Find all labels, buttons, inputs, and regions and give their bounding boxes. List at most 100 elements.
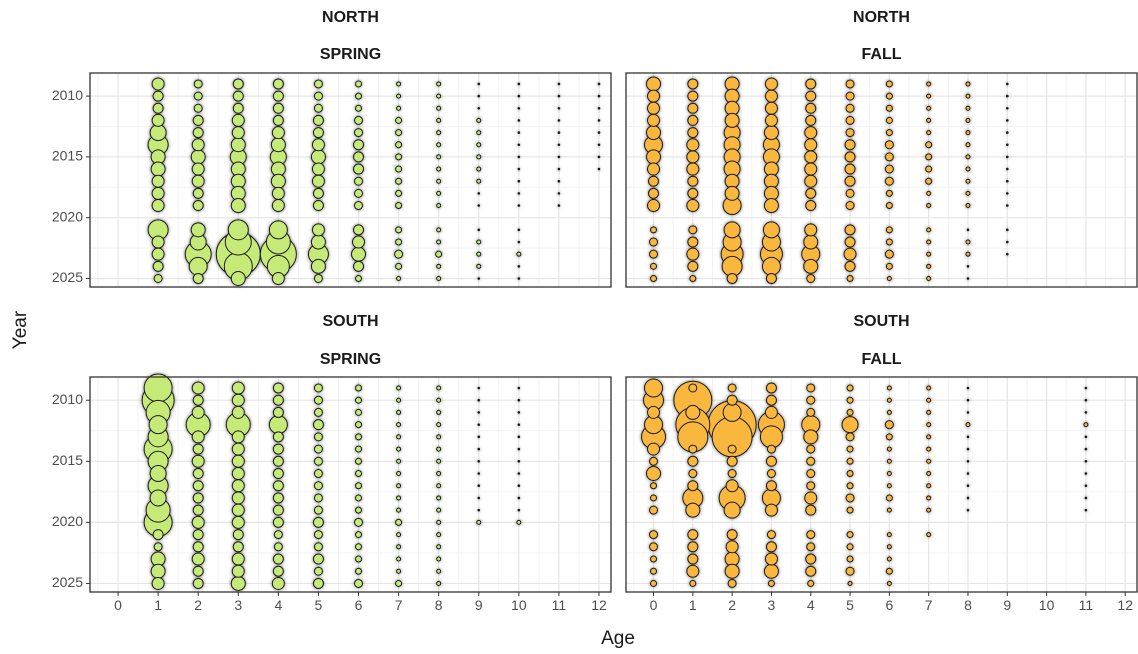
bubble-point [312,553,324,565]
bubble-point [477,423,481,426]
x-tick-label: 4 [274,597,282,613]
bubble-point [192,492,204,504]
bubble-point [477,228,481,232]
bubble-point [926,422,932,428]
bubble-point [192,577,204,589]
bubble-point [806,407,816,417]
x-tick-label: 2 [728,597,736,613]
bubble-point [965,154,971,160]
bubble-point [436,519,442,525]
bubble-point [727,578,737,588]
bubble-point [193,79,203,89]
bubble-point [355,482,363,490]
bubble-point [436,166,442,172]
x-tick-label: 7 [395,597,403,613]
bubble-point [396,275,402,281]
bubble-point [884,176,894,186]
bubble-point [965,117,971,123]
bubble-point [396,471,402,477]
bubble-point [687,78,699,90]
bubble-point [686,162,700,176]
bubble-point [353,151,365,163]
bubble-point [687,480,699,492]
bubble-point [395,238,403,246]
bubble-point [151,247,165,261]
bubble-point [355,421,363,429]
bubble-point [517,459,521,463]
bubble-point [395,165,403,173]
x-tick-label: 6 [355,597,363,613]
x-tick-label: 1 [154,597,162,613]
bubble-point [805,200,817,212]
bubble-point [272,406,284,418]
bubble-point [352,235,366,249]
bubble-point [965,93,971,99]
bubble-point [966,484,970,488]
strip-season-label: SPRING [320,351,381,368]
bubble-point [191,405,205,419]
bubble-point [926,251,932,257]
bubble-point [355,92,363,100]
bubble-point [151,235,165,249]
bubble-point [759,425,783,449]
bubble-point [886,471,892,477]
strip-season-label: FALL [862,351,902,368]
bubble-point [557,167,561,171]
bubble-point [313,79,323,89]
bubble-point [650,226,658,234]
bubble-point [765,382,777,394]
bubble-point [230,137,246,153]
bubble-point [517,240,521,244]
bubble-point [191,552,205,566]
bubble-point [272,431,284,443]
bubble-point [354,201,364,211]
bubble-point [188,256,208,276]
bubble-point [151,174,165,188]
bubble-point [688,444,698,454]
bubble-point [477,106,481,110]
bubble-point [192,541,204,553]
bubble-point [231,405,245,419]
bubble-point [1084,411,1088,414]
bubble-point [231,564,245,578]
bubble-point [517,143,521,147]
bubble-point [724,563,740,579]
x-tick-label: 2 [194,597,202,613]
bubble-point [436,105,442,111]
bubble-point [966,277,970,280]
bubble-point [687,553,699,565]
bubble-point [965,422,971,428]
bubble-point [926,397,932,403]
bubble-point [884,164,894,174]
bubble-point [517,179,521,183]
bubble-point [687,90,699,102]
bubble-point [966,265,970,268]
bubble-point [689,579,697,587]
bubble-point [313,383,323,393]
bubble-point [231,491,245,505]
bubble-point [230,198,246,214]
bubble-point [725,540,739,554]
bubble-point [313,91,323,101]
bubble-point [885,129,893,137]
bubble-point [143,373,173,403]
bubble-point [271,271,285,285]
bubble-point [845,115,855,125]
bubble-point [841,416,859,434]
bubble-point [271,199,285,213]
bubble-point [687,114,699,126]
bubble-point [436,495,442,501]
bubble-point [232,90,244,102]
bubble-point [597,82,601,86]
bubble-point [650,482,658,490]
bubble-point [846,531,854,539]
bubble-point [805,78,817,90]
bubble-point [725,479,739,493]
bubble-point [191,162,205,176]
bubble-point [313,481,323,491]
bubble-point [436,422,442,428]
bubble-point [647,405,661,419]
bubble-point [516,519,522,525]
x-tick-label: 11 [1079,597,1094,613]
bubble-point [270,137,286,153]
